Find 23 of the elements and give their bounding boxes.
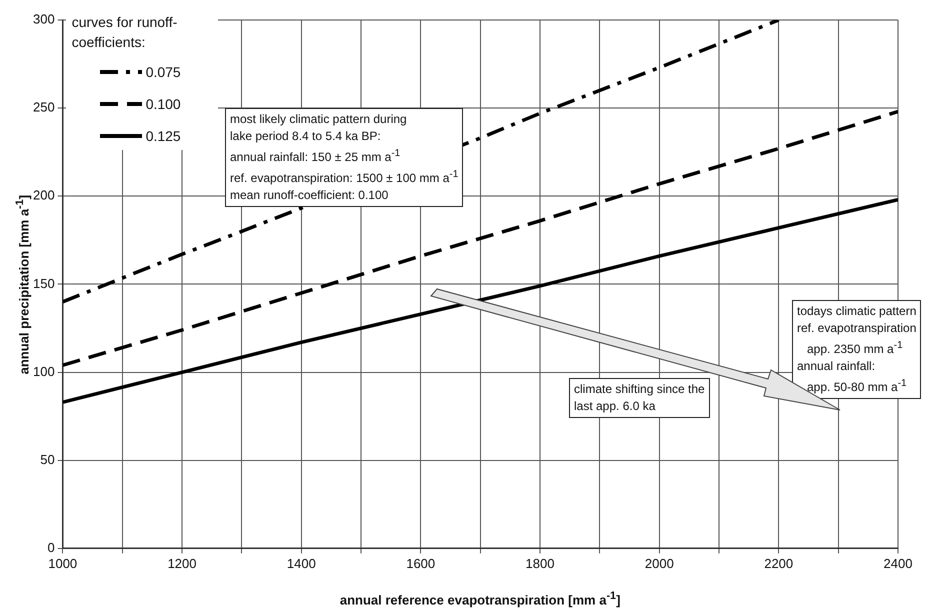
y-tick-label: 100 [32, 364, 55, 379]
legend-label: 0.075 [146, 64, 181, 80]
y-tick-label: 150 [32, 276, 55, 291]
x-tick-label: 1600 [406, 556, 436, 571]
text: most likely climatic pattern during lake period 8.4 to 5.4 ka BP: annual rainfall: 150 ± 25 mm a$^{-1}$ ref. evapotranspiration: 1500 ± 100 mm a$^{-1}$ mean runoff-coefficient: 0.100 [230, 112, 458, 202]
text: todays climatic pattern ref. evapotranspiration app. 2350 mm a$^{-1}$ annual rainfall: app. 50-80 mm a$^{-1}$ [797, 304, 916, 394]
y-tick-label: 200 [32, 188, 55, 203]
legend-label: 0.125 [146, 128, 181, 144]
annotation: climate shifting since the last app. 6.0 ka [569, 378, 710, 418]
x-axis-title: annual reference evapotranspiration [mm a$^{-1}$] [340, 590, 620, 608]
x-tick-label: 1000 [48, 556, 78, 571]
y-tick-label: 50 [40, 452, 55, 467]
x-tick-label: 2000 [644, 556, 674, 571]
x-tick-label: 1800 [526, 556, 554, 571]
legend-label: 0.100 [146, 96, 181, 112]
y-tick-label: 0 [47, 540, 55, 555]
x-tick-label: 1200 [168, 556, 196, 571]
y-tick-label: 250 [32, 100, 55, 115]
x-tick-label: 2400 [884, 556, 912, 571]
legend-title: curves for runoff-coefficients: [72, 13, 178, 52]
y-tick-label: 300 [32, 12, 55, 27]
x-tick-label: 1400 [286, 556, 316, 571]
x-tick-label: 2200 [764, 556, 794, 571]
